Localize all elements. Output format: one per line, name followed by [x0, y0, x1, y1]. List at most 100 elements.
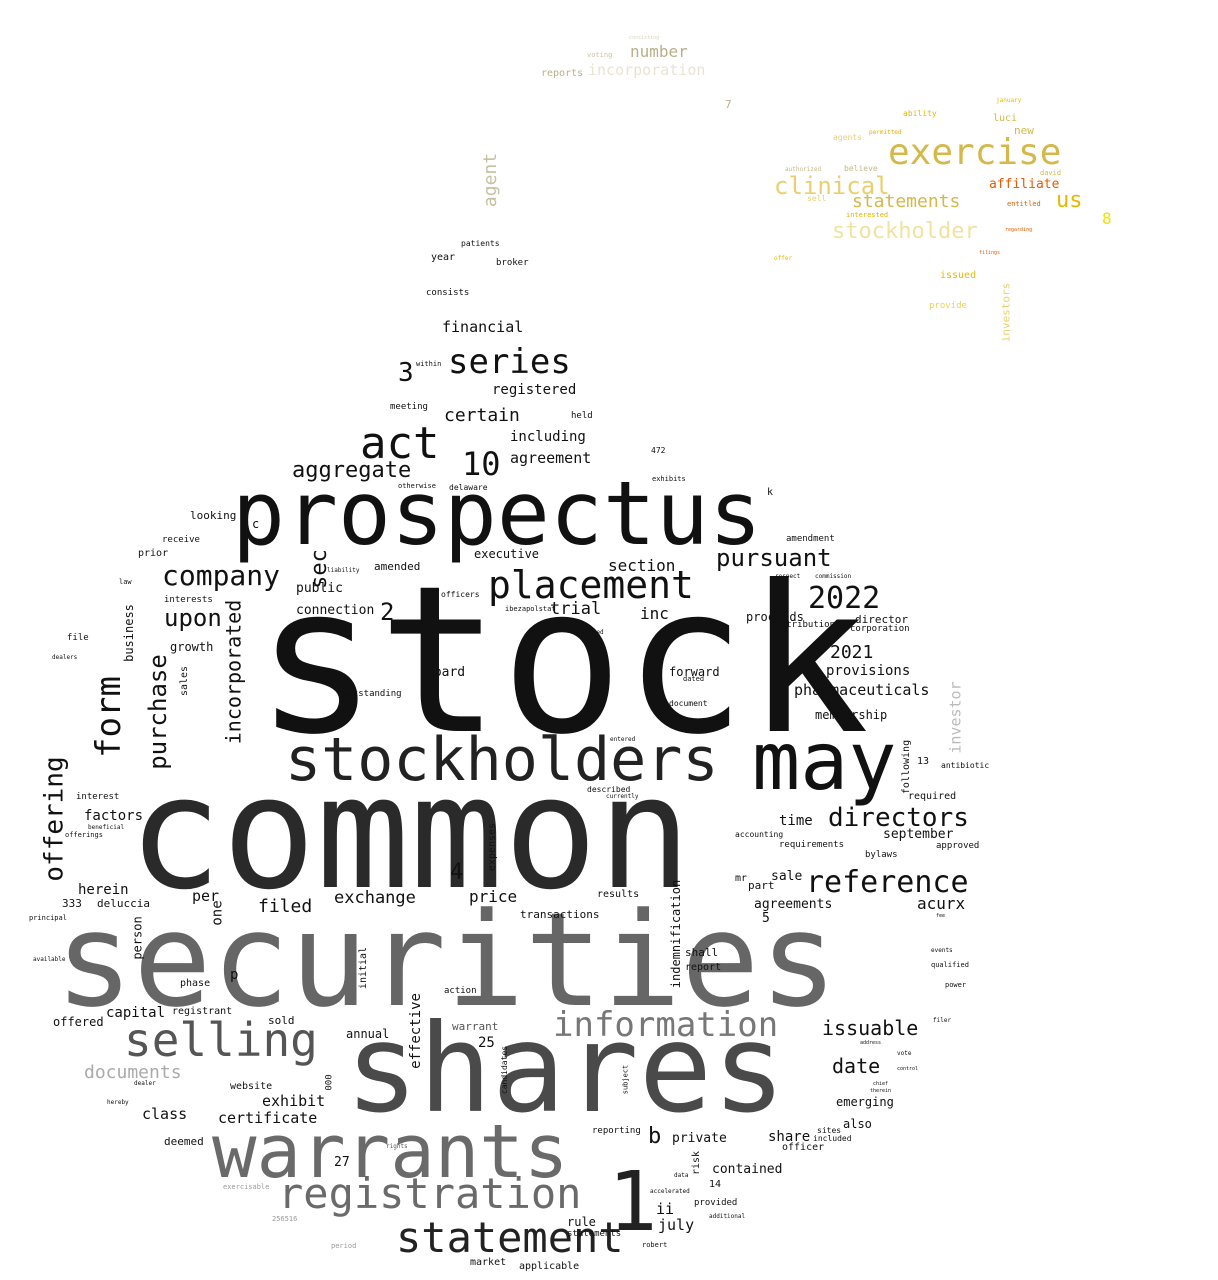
word-provided: provided: [694, 1198, 738, 1208]
word-factors: factors: [84, 808, 144, 824]
word-registered: registered: [492, 382, 577, 398]
word-officers: officers: [441, 590, 480, 599]
word-chief: chief: [873, 1081, 889, 1087]
word-pharmaceuticals: pharmaceuticals: [794, 681, 930, 699]
word-public: public: [296, 581, 343, 596]
word-interested: interested: [846, 211, 889, 219]
word-following: following: [901, 739, 913, 795]
word-growth: growth: [170, 640, 214, 654]
word-commission: commission: [815, 573, 852, 580]
word-officer: officer: [782, 1142, 825, 1153]
word-business: business: [121, 604, 136, 662]
word-prospectus: prospectus: [232, 462, 762, 565]
word-authorized: authorized: [785, 166, 822, 173]
word-purchase: purchase: [143, 654, 172, 770]
word-selling: selling: [124, 1013, 318, 1067]
word-filings: filings: [979, 250, 1001, 256]
word-agents: agents: [833, 133, 862, 142]
word-website: website: [230, 1081, 273, 1092]
word-capital: capital: [106, 1005, 166, 1021]
word-power: power: [945, 981, 967, 989]
word-time: time: [779, 813, 813, 829]
word-333: 333: [62, 897, 82, 910]
word-2022: 2022: [808, 581, 881, 616]
word-certificate: certificate: [218, 1109, 318, 1127]
word-stockholder: stockholder: [832, 219, 978, 244]
word-shares: shares: [345, 998, 786, 1140]
word-hereby: hereby: [107, 1099, 129, 1106]
word-filer: filer: [933, 1017, 952, 1024]
word-information: information: [553, 1005, 779, 1045]
word-proceeds: proceeds: [746, 610, 804, 624]
word-affiliate: affiliate: [989, 177, 1060, 192]
word-otherwise: otherwise: [398, 482, 436, 490]
word-executive: executive: [474, 547, 540, 561]
word-4: 4: [450, 860, 464, 885]
word-effective: effective: [407, 993, 424, 1069]
word-sites: sites: [817, 1126, 842, 1135]
word-interests: interests: [164, 595, 213, 605]
word-person: person: [130, 916, 145, 960]
word-series: series: [448, 342, 571, 382]
word-dealers: dealers: [52, 654, 78, 661]
word-robert: robert: [642, 1241, 668, 1249]
word-offerings: offerings: [65, 831, 103, 839]
word-5: 5: [762, 911, 770, 926]
word-1: 1: [608, 1155, 658, 1250]
word-file: file: [67, 633, 89, 643]
word-principal: principal: [29, 914, 67, 922]
word-statements-small: statements: [567, 1229, 622, 1239]
word-issued: issued: [940, 270, 977, 281]
word-period: period: [331, 1242, 357, 1250]
word-included: included: [813, 1134, 852, 1143]
word-14: 14: [709, 1179, 722, 1190]
word-placement: placement: [488, 563, 694, 607]
word-antibiotic: antibiotic: [941, 761, 990, 770]
word-one: one: [209, 900, 226, 926]
word-entered: entered: [610, 736, 636, 743]
word-documents: documents: [84, 1062, 182, 1083]
word-luci: luci: [993, 113, 1018, 124]
word-risk: risk: [691, 1150, 703, 1176]
word-within: within: [416, 360, 442, 368]
word-entitled: entitled: [1007, 200, 1041, 208]
word-currently: currently: [606, 793, 639, 800]
word-ability: ability: [903, 109, 937, 118]
word-256516: 256516: [272, 1215, 298, 1223]
word-pursuant: pursuant: [716, 544, 832, 572]
word-voting: voting: [587, 51, 613, 59]
word-described: described: [587, 785, 631, 794]
word-accelerated: accelerated: [650, 1188, 690, 1195]
word-liability: liability: [327, 567, 360, 574]
word-also: also: [843, 1117, 872, 1131]
word-clinical: clinical: [774, 172, 890, 200]
word-patients: patients: [461, 239, 500, 248]
word-10: 10: [462, 445, 501, 483]
word-dated: dated: [683, 675, 705, 683]
word-meeting: meeting: [390, 402, 428, 412]
word-class: class: [142, 1105, 188, 1123]
word-8: 8: [1102, 209, 1112, 228]
word-offering: offering: [39, 756, 70, 882]
word-expenses: expenses: [487, 822, 499, 872]
word-directors: directors: [828, 803, 969, 833]
word-qualified: qualified: [931, 961, 969, 969]
word-ibezapolstat: ibezapolstat: [505, 605, 556, 613]
word-incorporation: incorporation: [588, 61, 706, 79]
word-private: private: [672, 1131, 727, 1146]
word-control: control: [897, 1066, 919, 1072]
word-part: part: [748, 879, 775, 892]
word-issuable: issuable: [822, 1016, 919, 1040]
word-transactions: transactions: [520, 908, 600, 921]
word-b: b: [648, 1124, 662, 1149]
word-upon: upon: [164, 604, 222, 632]
word-warrants: warrants: [212, 1109, 569, 1195]
word-exhibit: exhibit: [262, 1092, 326, 1110]
word-receive: receive: [162, 535, 200, 545]
word-agreement: agreement: [510, 449, 592, 467]
word-date: date: [832, 1054, 881, 1078]
word-contained: contained: [712, 1162, 783, 1177]
word-stock: stock: [255, 543, 870, 780]
word-may: may: [752, 715, 897, 808]
word-additional: additional: [709, 1213, 746, 1220]
